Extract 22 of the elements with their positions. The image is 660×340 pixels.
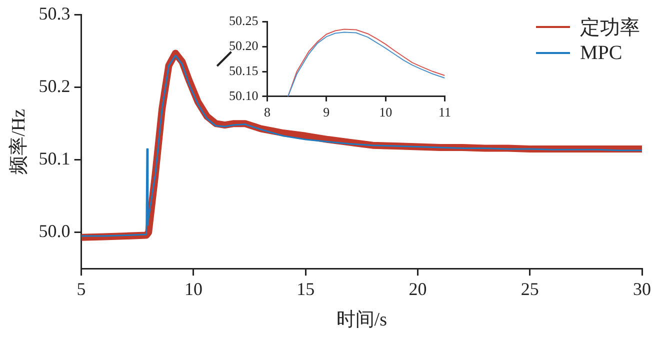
- x-tick-label: 9: [323, 104, 330, 120]
- y-tick-label: 50.25: [229, 13, 258, 28]
- x-tick-label: 8: [264, 104, 270, 120]
- legend-label: MPC: [580, 42, 622, 64]
- y-tick-label: 50.10: [229, 88, 258, 103]
- y-tick-label: 50.20: [229, 38, 258, 54]
- y-axis-title: 频率/Hz: [7, 108, 30, 174]
- x-tick-label: 10: [379, 104, 392, 120]
- x-tick-label: 15: [296, 279, 315, 300]
- x-tick-label: 20: [408, 279, 427, 300]
- y-tick-label: 50.15: [229, 62, 258, 78]
- x-axis-title: 时间/s: [336, 310, 387, 331]
- x-tick-label: 10: [184, 279, 202, 300]
- y-tick-label: 50.0: [38, 221, 70, 242]
- y-tick-label: 50.1: [38, 148, 70, 169]
- y-tick-label: 50.3: [38, 4, 70, 24]
- x-tick-label: 5: [76, 279, 86, 300]
- legend-label: 定功率: [580, 16, 640, 40]
- x-tick-label: 11: [438, 104, 452, 120]
- x-tick-label: 30: [633, 279, 651, 300]
- y-tick-label: 50.2: [38, 76, 70, 96]
- x-tick-label: 25: [520, 279, 539, 300]
